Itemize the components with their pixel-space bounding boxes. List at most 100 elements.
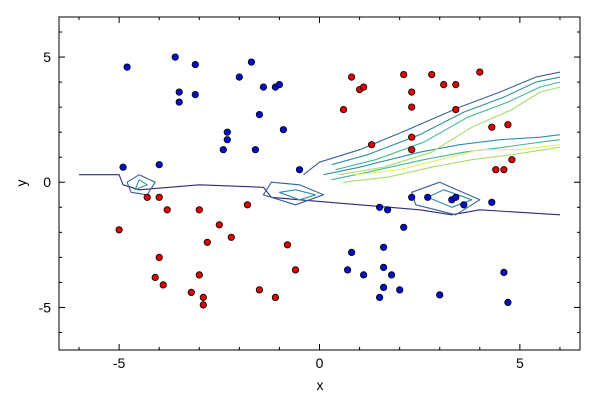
x-tick-label-5: 5 — [516, 355, 524, 371]
point-red-5 — [155, 253, 163, 261]
contour-line-3 — [411, 181, 481, 216]
contour-line-11 — [331, 139, 561, 181]
y-tick-label-0: 0 — [43, 174, 51, 190]
point-blue-3 — [175, 98, 183, 106]
point-red-12 — [203, 238, 211, 246]
contour-line-8 — [331, 76, 561, 166]
point-red-39 — [500, 166, 508, 174]
point-blue-37 — [488, 198, 496, 206]
point-blue-21 — [343, 266, 352, 274]
point-red-10 — [199, 301, 207, 309]
x-tick-label-0: 0 — [316, 355, 324, 371]
point-red-21 — [347, 73, 356, 81]
point-red-11 — [195, 271, 203, 279]
point-red-7 — [159, 281, 167, 289]
point-blue-28 — [396, 286, 404, 294]
point-blue-23 — [375, 293, 384, 301]
point-blue-5 — [191, 91, 199, 99]
point-blue-19 — [295, 166, 304, 174]
point-blue-22 — [359, 271, 368, 279]
point-blue-32 — [408, 193, 416, 201]
point-blue-35 — [452, 193, 460, 201]
point-red-17 — [271, 293, 279, 301]
point-blue-16 — [279, 126, 287, 134]
point-red-35 — [488, 123, 496, 131]
point-red-24 — [367, 141, 376, 149]
contour-line-10 — [335, 81, 561, 171]
point-blue-17 — [119, 163, 127, 171]
point-blue-8 — [259, 83, 267, 91]
axes-layer: -5 0 5 -5 0 5 — [39, 17, 580, 371]
point-blue-36 — [460, 201, 468, 209]
point-blue-39 — [504, 298, 512, 306]
point-blue-14 — [219, 146, 227, 154]
point-red-15 — [243, 201, 251, 209]
point-blue-12 — [223, 128, 231, 136]
contour-line-2 — [262, 181, 325, 206]
point-red-30 — [428, 71, 436, 79]
point-red-34 — [476, 68, 484, 76]
y-axis-label: y — [13, 180, 29, 187]
points-layer — [115, 53, 516, 309]
point-blue-25 — [379, 243, 388, 251]
contour-line-14 — [355, 144, 561, 176]
point-blue-2 — [175, 88, 183, 96]
contour-line-12 — [339, 86, 561, 176]
contour-line-13 — [343, 146, 561, 183]
point-blue-31 — [400, 223, 408, 231]
point-red-0 — [115, 226, 123, 234]
point-red-23 — [359, 83, 368, 91]
point-red-26 — [408, 88, 416, 96]
contour-line-9 — [323, 134, 561, 176]
point-red-14 — [227, 233, 235, 241]
y-tick-label-5: 5 — [43, 49, 51, 65]
contour-line-7 — [427, 189, 473, 208]
y-tick-label--5: -5 — [39, 299, 52, 315]
x-axis-label: x — [317, 377, 324, 393]
point-blue-27 — [387, 271, 396, 279]
point-blue-7 — [247, 58, 255, 66]
point-red-1 — [143, 193, 151, 201]
point-blue-24 — [379, 283, 388, 291]
point-red-31 — [440, 81, 448, 89]
point-blue-38 — [500, 268, 508, 276]
point-blue-10 — [275, 81, 283, 89]
point-red-36 — [492, 166, 500, 174]
contour-line-5 — [134, 179, 148, 191]
point-red-28 — [408, 133, 416, 141]
point-red-33 — [452, 106, 460, 114]
point-red-37 — [504, 121, 512, 129]
point-blue-26 — [379, 263, 388, 271]
point-red-38 — [508, 156, 516, 164]
contour-line-6 — [278, 189, 317, 201]
point-red-6 — [151, 273, 159, 281]
point-red-19 — [291, 266, 300, 274]
point-blue-20 — [347, 248, 356, 256]
point-red-25 — [400, 71, 408, 79]
point-red-13 — [215, 221, 223, 229]
point-blue-13 — [223, 136, 231, 144]
point-blue-0 — [123, 63, 131, 71]
point-red-32 — [452, 81, 460, 89]
contour-line-0 — [79, 174, 561, 216]
contour-line-1 — [126, 174, 156, 196]
point-red-3 — [163, 206, 171, 214]
point-blue-4 — [191, 60, 199, 69]
point-red-9 — [199, 293, 207, 301]
point-blue-29 — [375, 203, 384, 211]
contour-layer — [79, 71, 561, 216]
point-red-20 — [339, 106, 348, 114]
point-red-16 — [255, 286, 263, 294]
point-blue-40 — [436, 291, 444, 299]
point-blue-30 — [383, 206, 392, 214]
x-tick-label--5: -5 — [113, 355, 126, 371]
point-red-29 — [408, 146, 416, 154]
point-blue-6 — [235, 73, 243, 81]
point-blue-1 — [171, 53, 179, 61]
point-red-4 — [195, 206, 203, 214]
point-red-18 — [283, 241, 291, 249]
point-blue-33 — [424, 193, 432, 201]
point-blue-18 — [155, 161, 163, 169]
